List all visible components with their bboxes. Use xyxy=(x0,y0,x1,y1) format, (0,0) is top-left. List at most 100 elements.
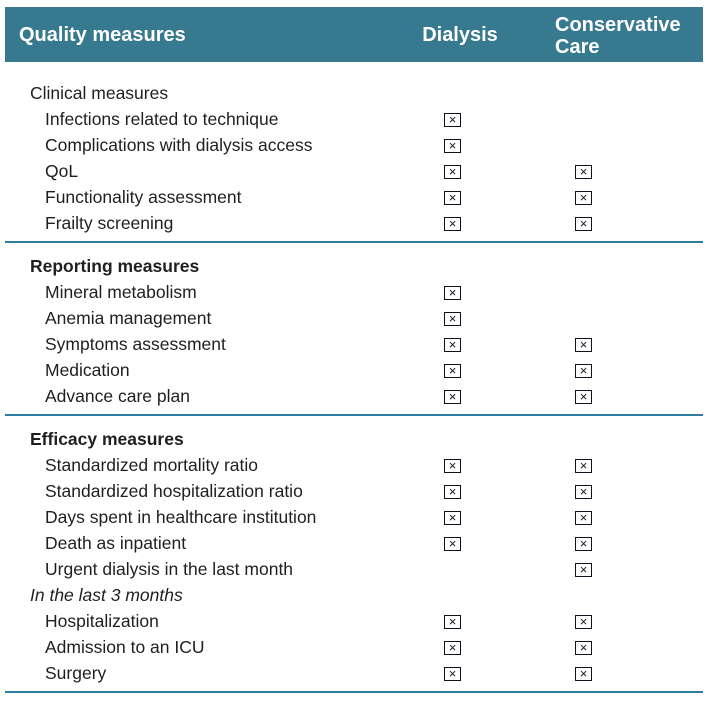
conservative-care-cell: × xyxy=(515,360,703,381)
measure-label: Standardized hospitalization ratio xyxy=(45,480,303,501)
dialysis-cell: × xyxy=(405,213,515,234)
column-header-quality-measures: Quality measures xyxy=(19,24,186,46)
section-divider xyxy=(5,241,703,243)
measure-row: Anemia management × xyxy=(5,305,703,331)
checked-box-icon: × xyxy=(444,640,461,655)
measure-label: QoL xyxy=(45,160,79,181)
measure-row: Standardized mortality ratio × × xyxy=(5,452,703,478)
dialysis-cell: × xyxy=(405,455,515,476)
section-heading-row: Efficacy measures xyxy=(5,426,703,452)
measure-label: Medication xyxy=(45,359,130,380)
column-header-conservative-care: Conservative Care xyxy=(555,13,681,58)
measure-label: Days spent in healthcare institution xyxy=(45,506,317,527)
checked-box-icon: × xyxy=(444,510,461,525)
measure-row: Infections related to technique × xyxy=(5,106,703,132)
conservative-care-cell: × xyxy=(515,334,703,355)
measure-label: Advance care plan xyxy=(45,385,190,406)
checked-box-icon: × xyxy=(575,484,592,499)
measure-row: Hospitalization × × xyxy=(5,608,703,634)
checked-box-icon: × xyxy=(575,510,592,525)
column-header-dialysis: Dialysis xyxy=(422,24,498,46)
measure-label: Symptoms assessment xyxy=(45,333,226,354)
section-divider xyxy=(5,414,703,416)
measure-label: Functionality assessment xyxy=(45,186,242,207)
dialysis-cell: × xyxy=(405,308,515,329)
section-heading-row: Clinical measures xyxy=(5,80,703,106)
checked-box-icon: × xyxy=(444,363,461,378)
conservative-care-cell: × xyxy=(515,386,703,407)
checked-box-icon: × xyxy=(444,666,461,681)
conservative-care-cell: × xyxy=(515,637,703,658)
measure-label: Anemia management xyxy=(45,307,212,328)
measure-row: Complications with dialysis access × xyxy=(5,132,703,158)
table-bottom-border xyxy=(5,691,703,693)
dialysis-cell: × xyxy=(405,161,515,182)
conservative-care-cell: × xyxy=(515,559,703,580)
section-efficacy-measures: Efficacy measures Standardized mortality… xyxy=(5,426,703,686)
measure-label: Standardized mortality ratio xyxy=(45,454,259,475)
measure-label: Infections related to technique xyxy=(45,108,279,129)
checked-box-icon: × xyxy=(575,562,592,577)
measure-row: Standardized hospitalization ratio × × xyxy=(5,478,703,504)
dialysis-cell: × xyxy=(405,637,515,658)
checked-box-icon: × xyxy=(444,536,461,551)
measure-label: Complications with dialysis access xyxy=(45,134,313,155)
dialysis-cell: × xyxy=(405,282,515,303)
section-heading: Clinical measures xyxy=(30,82,169,103)
measure-row: Symptoms assessment × × xyxy=(5,331,703,357)
conservative-care-cell: × xyxy=(515,481,703,502)
measure-label: Hospitalization xyxy=(45,610,159,631)
measure-row: Frailty screening × × xyxy=(5,210,703,236)
dialysis-cell: × xyxy=(405,533,515,554)
measure-row: Days spent in healthcare institution × × xyxy=(5,504,703,530)
measure-row: Surgery × × xyxy=(5,660,703,686)
checked-box-icon: × xyxy=(444,311,461,326)
checked-box-icon: × xyxy=(575,337,592,352)
section-heading-row: Reporting measures xyxy=(5,253,703,279)
checked-box-icon: × xyxy=(444,112,461,127)
subsection-heading: In the last 3 months xyxy=(30,584,183,605)
subheading-row: In the last 3 months xyxy=(5,582,703,608)
dialysis-cell: × xyxy=(405,135,515,156)
checked-box-icon: × xyxy=(444,337,461,352)
measure-row: QoL × × xyxy=(5,158,703,184)
checked-box-icon: × xyxy=(575,458,592,473)
measure-row: Functionality assessment × × xyxy=(5,184,703,210)
conservative-care-cell: × xyxy=(515,213,703,234)
dialysis-cell: × xyxy=(405,481,515,502)
checked-box-icon: × xyxy=(444,614,461,629)
checked-box-icon: × xyxy=(575,666,592,681)
checked-box-icon: × xyxy=(575,164,592,179)
measure-label: Urgent dialysis in the last month xyxy=(45,558,294,579)
conservative-care-cell: × xyxy=(515,533,703,554)
checked-box-icon: × xyxy=(575,363,592,378)
measure-row: Medication × × xyxy=(5,357,703,383)
measure-row: Mineral metabolism × xyxy=(5,279,703,305)
measure-row: Death as inpatient × × xyxy=(5,530,703,556)
checked-box-icon: × xyxy=(575,640,592,655)
dialysis-cell: × xyxy=(405,334,515,355)
measure-label: Death as inpatient xyxy=(45,532,187,553)
dialysis-cell: × xyxy=(405,360,515,381)
measure-label: Mineral metabolism xyxy=(45,281,197,302)
conservative-care-cell: × xyxy=(515,663,703,684)
quality-measures-table: Quality measures Dialysis Conservative C… xyxy=(5,7,703,693)
measure-row: Urgent dialysis in the last month × xyxy=(5,556,703,582)
section-heading: Efficacy measures xyxy=(30,428,184,449)
dialysis-cell: × xyxy=(405,187,515,208)
checked-box-icon: × xyxy=(444,458,461,473)
measure-label: Admission to an ICU xyxy=(45,636,205,657)
checked-box-icon: × xyxy=(575,389,592,404)
conservative-care-cell: × xyxy=(515,187,703,208)
checked-box-icon: × xyxy=(444,190,461,205)
section-heading: Reporting measures xyxy=(30,255,200,276)
dialysis-cell: × xyxy=(405,109,515,130)
conservative-care-cell: × xyxy=(515,161,703,182)
dialysis-cell: × xyxy=(405,611,515,632)
checked-box-icon: × xyxy=(444,138,461,153)
measure-row: Admission to an ICU × × xyxy=(5,634,703,660)
dialysis-cell: × xyxy=(405,507,515,528)
checked-box-icon: × xyxy=(444,484,461,499)
conservative-care-cell: × xyxy=(515,507,703,528)
measure-row: Advance care plan × × xyxy=(5,383,703,409)
